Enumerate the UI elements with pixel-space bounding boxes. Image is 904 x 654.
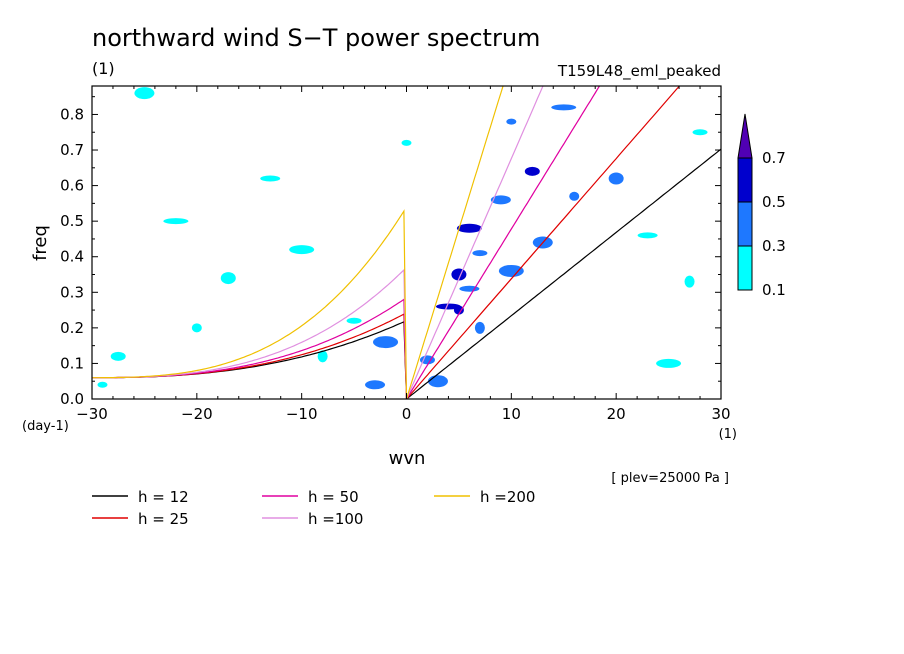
x-tick-label: −30: [76, 405, 108, 423]
contour-patch: [220, 272, 236, 285]
units-label: (1): [92, 59, 115, 78]
y-axis-label: freq: [30, 225, 51, 261]
y-tick-label: 0.3: [60, 283, 84, 301]
contour-patch: [346, 317, 362, 324]
contour-patch: [684, 275, 695, 288]
colorbar-label: 0.1: [762, 281, 786, 299]
colorbar-box: [737, 157, 753, 203]
y-tick-label: 0.7: [60, 141, 84, 159]
legend-label: h = 50: [308, 488, 359, 506]
legend-label: h =100: [308, 510, 363, 528]
colorbar-label: 0.3: [762, 237, 786, 255]
colorbar-label: 0.5: [762, 193, 786, 211]
legend-label: h =200: [480, 488, 535, 506]
colorbar-extend-triangle: [737, 113, 753, 159]
x-tick-label: −10: [286, 405, 318, 423]
contour-patch: [163, 218, 189, 225]
axis-ticks: −30 −20 −10 0 10 20 30 0.0 0.1 0.2 0.3 0.4 0.5 0.6 0.7…: [60, 86, 731, 423]
contour-patch: [419, 355, 435, 365]
y-tick-label: 0.1: [60, 354, 84, 372]
experiment-label: T159L48_eml_peaked: [557, 62, 721, 81]
contour-patch: [498, 264, 524, 277]
contour-patch: [260, 175, 281, 182]
contour-patch: [110, 351, 126, 361]
contour-patch: [524, 166, 540, 176]
contour-patch: [365, 380, 386, 390]
x-tick-label: −20: [181, 405, 213, 423]
x-tick-label: 10: [502, 405, 521, 423]
dispersion-curve: [92, 86, 544, 399]
contour-patch: [637, 232, 658, 239]
dispersion-curves: [92, 86, 721, 399]
contour-patch: [569, 191, 580, 201]
contour-patch: [97, 381, 108, 388]
contour-patch: [474, 321, 485, 334]
dispersion-curve: [92, 86, 504, 399]
legend-label: h = 25: [138, 510, 189, 528]
contour-patch: [289, 245, 315, 255]
legend-label: h = 12: [138, 488, 189, 506]
colorbar: 0.1 0.3 0.5 0.7: [737, 113, 786, 299]
colorbar-box: [737, 245, 753, 291]
x-tick-label: 30: [711, 405, 730, 423]
contour-patch: [692, 129, 708, 136]
y-tick-label: 0.2: [60, 319, 84, 337]
contour-patch: [453, 305, 464, 315]
contour-patch: [506, 118, 517, 125]
y-tick-label: 0.6: [60, 177, 84, 195]
contour-patch: [401, 139, 412, 146]
contour-patches: [97, 87, 708, 390]
y-tick-label: 0.0: [60, 390, 84, 408]
contour-patch: [551, 104, 577, 111]
contour-patch: [608, 172, 624, 185]
contour-patch: [191, 323, 202, 333]
contour-patch: [373, 336, 399, 349]
colorbar-box: [737, 201, 753, 247]
contour-patch: [459, 285, 480, 292]
contour-patch: [317, 350, 328, 363]
y-tick-label: 0.5: [60, 212, 84, 230]
chart-title: northward wind S−T power spectrum: [92, 24, 540, 52]
contour-patch: [456, 223, 482, 233]
y-tick-label: 0.4: [60, 248, 84, 266]
x-tick-label: 0: [402, 405, 412, 423]
plot-background: [92, 86, 721, 399]
legend: h = 12 h = 25 h = 50 h =100 h =200: [92, 488, 535, 528]
x-tick-label: 20: [607, 405, 626, 423]
contour-patch: [490, 195, 511, 205]
level-note: [ plev=25000 Pa ]: [611, 471, 729, 486]
plot-area: −30 −20 −10 0 10 20 30 0.0 0.1 0.2 0.3 0.4 0.5 0.6 0.7…: [60, 85, 731, 423]
x-axis-label: wvn: [389, 448, 426, 469]
contour-patch: [472, 250, 488, 257]
y-tick-label: 0.8: [60, 105, 84, 123]
colorbar-label: 0.7: [762, 149, 786, 167]
contour-patch: [427, 375, 448, 388]
contour-patch: [134, 87, 155, 100]
x-unit-label: (1): [719, 427, 737, 442]
contour-patch: [656, 358, 682, 368]
y-unit-label: (day-1): [22, 419, 69, 434]
